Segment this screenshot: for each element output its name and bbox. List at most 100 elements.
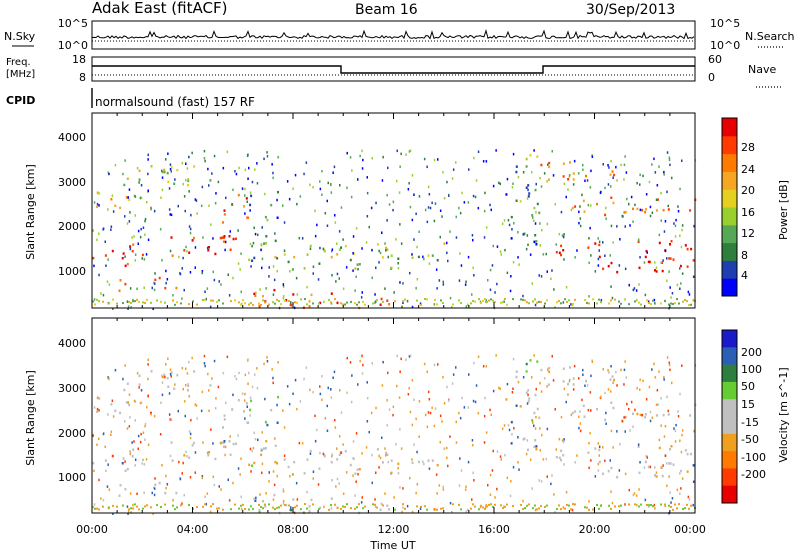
power-noise-cell [319,187,322,191]
velocity-bottom-cell [566,504,568,507]
power-noise-cell [134,195,137,198]
power-echo-cell [119,279,122,282]
power-bottom-cell [164,301,166,304]
velocity-echo-cell [125,401,128,404]
power-bottom-cell [536,301,538,304]
velocity-noise-cell [543,377,546,380]
power-echo-cell [610,261,613,265]
power-echo-cell [176,168,179,172]
power-noise-cell [546,270,548,273]
power-bottom-cell [350,300,352,303]
velocity-noise-cell [235,377,238,381]
velocity-noise-cell [203,362,206,365]
velocity-bottom-cell [94,507,96,510]
power-bottom-cell [664,300,666,303]
power-bottom-cell [634,300,636,303]
velocity-echo-cell [587,451,590,454]
power-noise-cell [666,279,668,283]
velocity-echo-cell [548,366,551,370]
velocity-y-ticks: 1000 2000 3000 4000 [58,337,86,484]
cpid-label: CPID [6,94,35,107]
velocity-noise-cell [170,375,172,378]
velocity-echo-cell [531,419,534,422]
velocity-noise-cell [130,511,132,514]
power-bottom-cell [646,299,648,302]
velocity-cb-tick-100: 100 [741,363,762,376]
velocity-noise-cell [226,355,229,359]
velocity-bottom-cell [436,508,438,511]
velocity-noise-cell [265,492,267,495]
power-echo-cell [208,246,210,249]
velocity-noise-cell [288,402,291,406]
velocity-bottom-cell [108,506,110,509]
velocity-echo-cell [548,370,551,374]
velocity-echo-cell [612,406,615,410]
power-noise-cell [467,255,470,259]
power-noise-cell [628,283,630,287]
power-noise-cell [437,158,439,161]
power-echo-cell [531,214,534,217]
velocity-noise-cell [660,424,662,427]
power-noise-cell [231,203,233,206]
velocity-noise-cell [610,490,612,493]
power-noise-cell [591,155,594,158]
velocity-noise-cell [607,388,610,391]
power-noise-cell [331,248,334,251]
power-bottom-cell [470,302,472,305]
power-noise-cell [201,270,204,273]
power-noise-cell [510,275,512,278]
power-noise-cell [590,169,592,173]
nsky-tick-top: 10^5 [58,17,88,30]
velocity-noise-cell [168,413,171,416]
velocity-noise-cell [605,422,607,425]
power-noise-cell [114,163,117,167]
power-noise-cell [489,288,492,291]
velocity-noise-cell [147,394,149,397]
velocity-noise-cell [485,431,488,434]
velocity-noise-cell [522,376,525,379]
velocity-noise-cell [357,473,359,476]
velocity-noise-cell [98,409,100,412]
power-noise-cell [565,195,567,199]
power-echo-cell [253,292,256,296]
power-noise-cell [634,203,636,207]
velocity-noise-cell [411,510,414,514]
velocity-noise-cell [330,507,333,510]
velocity-noise-cell [147,358,149,362]
power-noise-cell [442,283,445,286]
velocity-noise-cell [455,420,457,424]
power-bottom-cell [480,302,482,305]
velocity-bottom-cell [150,506,152,509]
power-noise-cell [190,213,192,217]
power-noise-cell [576,249,578,252]
velocity-noise-cell [467,508,469,512]
velocity-echo-cell [558,456,561,460]
power-echo-cell [293,255,296,259]
power-echo-cell [645,249,648,253]
power-noise-cell [228,294,231,297]
velocity-echo-cell [232,442,235,446]
power-noise-cell [677,205,679,208]
power-noise-cell [323,300,325,304]
power-bottom-cell [328,299,330,302]
power-noise-cell [220,283,222,286]
power-bottom-cell [572,302,574,305]
velocity-noise-cell [309,388,311,392]
velocity-echo-cell [534,439,537,442]
velocity-noise-cell [224,445,227,449]
velocity-echo-cell [264,505,267,508]
power-noise-cell [208,204,210,207]
velocity-y-axis-label: Slant Range [km] [24,370,37,466]
velocity-noise-cell [669,368,671,372]
velocity-bottom-cell [172,504,174,507]
velocity-noise-cell [147,363,149,366]
velocity-noise-cell [241,392,244,395]
velocity-noise-cell [292,392,294,395]
power-noise-cell [526,234,529,237]
velocity-noise-cell [134,458,137,461]
power-echo-cell [310,293,313,297]
power-noise-cell [345,266,348,269]
power-noise-cell [136,287,138,291]
velocity-bottom-cell [210,505,212,508]
power-echo-cell [525,157,528,161]
